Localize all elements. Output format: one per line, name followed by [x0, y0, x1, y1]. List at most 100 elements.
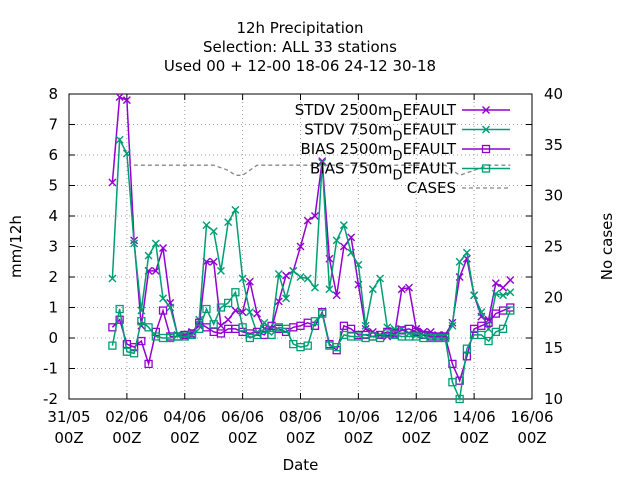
legend-suffix: EFAULT — [403, 160, 457, 178]
marker-stroke — [296, 242, 305, 251]
marker-stroke — [224, 218, 233, 227]
marker-stroke — [238, 274, 247, 283]
data-point — [310, 283, 319, 292]
x-tick-label-hour: 00Z — [402, 429, 431, 447]
data-point — [470, 291, 479, 300]
data-point — [144, 251, 153, 260]
x-tick-label-hour: 00Z — [54, 429, 83, 447]
title-line: 12h Precipitation — [236, 19, 363, 37]
y2-tick-label: 40 — [544, 85, 563, 103]
marker-stroke — [253, 309, 262, 318]
x-tick-label-date: 04/06 — [163, 408, 206, 426]
marker-stroke — [376, 274, 385, 283]
data-point — [122, 149, 131, 158]
data-point — [455, 394, 464, 404]
series-line — [111, 290, 511, 402]
x-tick-label-date: 10/06 — [337, 408, 380, 426]
marker-stroke — [137, 306, 146, 315]
data-point — [216, 329, 226, 338]
data-point — [274, 269, 283, 278]
marker-stroke — [231, 205, 240, 214]
data-point — [238, 274, 247, 283]
marker-stroke — [144, 251, 153, 260]
y-tick-label: 1 — [48, 299, 58, 317]
x-tick-label-date: 16/06 — [510, 408, 553, 426]
y2-axis-label: No cases — [598, 213, 616, 281]
marker-stroke — [332, 291, 341, 300]
data-point — [477, 330, 486, 340]
data-point — [484, 336, 493, 346]
y2-tick-label: 15 — [544, 339, 563, 357]
data-point — [310, 212, 319, 220]
marker-stroke — [397, 285, 406, 294]
data-point — [303, 274, 312, 283]
series-layer — [108, 93, 515, 404]
marker-stroke — [303, 274, 312, 283]
data-point — [448, 321, 457, 330]
data-point — [491, 289, 500, 298]
data-point — [202, 221, 211, 230]
y-tick-label: 3 — [48, 238, 58, 256]
data-point — [202, 304, 211, 314]
data-point — [484, 318, 493, 327]
marker-stroke — [282, 271, 291, 280]
data-point — [310, 317, 320, 326]
legend-name: STDV 750m — [304, 121, 392, 139]
series-4 — [126, 164, 511, 177]
data-point — [397, 285, 406, 294]
marker-stroke — [151, 239, 160, 248]
marker-stroke — [347, 248, 356, 257]
marker-stroke — [231, 306, 240, 315]
data-point — [209, 227, 218, 236]
marker-stroke — [506, 288, 515, 297]
marker-stroke — [482, 125, 490, 134]
data-point — [224, 315, 233, 324]
data-point — [506, 288, 515, 297]
data-point — [252, 330, 262, 340]
marker-stroke — [368, 285, 377, 294]
legend-label: BIAS 2500mDEFAULT — [300, 140, 456, 164]
x-tick-label-hour: 00Z — [286, 429, 315, 447]
data-point — [354, 260, 363, 269]
marker-stroke — [332, 236, 341, 245]
x-tick-label-date: 14/06 — [453, 408, 496, 426]
marker-stroke — [108, 178, 117, 187]
legend-entry: STDV 750mDEFAULT — [304, 121, 510, 145]
y-tick-label: 5 — [48, 177, 58, 195]
data-point — [130, 239, 139, 248]
series-1 — [108, 135, 515, 341]
legend-suffix: EFAULT — [403, 121, 457, 139]
x-tick-label-hour: 00Z — [344, 429, 373, 447]
marker-stroke — [274, 297, 283, 306]
marker-stroke — [310, 212, 319, 220]
legend-subscript: D — [393, 110, 403, 125]
data-point — [318, 309, 327, 318]
marker-stroke — [477, 308, 486, 317]
data-point — [245, 308, 254, 317]
data-point — [482, 125, 490, 134]
data-point — [339, 221, 348, 230]
data-point — [289, 266, 298, 275]
data-point — [318, 157, 327, 166]
legend-subscript: D — [393, 169, 403, 184]
marker-stroke — [354, 260, 363, 269]
marker-stroke — [506, 276, 515, 285]
legend-suffix: EFAULT — [403, 101, 457, 119]
marker-stroke — [159, 294, 168, 303]
title-line: Used 00 + 12-00 18-06 24-12 30-18 — [164, 57, 436, 75]
legend-label: STDV 2500mDEFAULT — [295, 101, 457, 125]
data-point — [144, 323, 153, 332]
data-point — [491, 279, 500, 288]
marker-stroke — [339, 221, 348, 230]
marker-stroke — [491, 279, 500, 288]
series-line — [126, 164, 511, 177]
data-point — [303, 341, 312, 350]
legend-entry: STDV 2500mDEFAULT — [295, 101, 510, 125]
marker-stroke — [470, 291, 479, 300]
x-tick-label-date: 12/06 — [395, 408, 438, 426]
y2-tick-label: 25 — [544, 238, 563, 256]
data-point — [231, 306, 240, 315]
